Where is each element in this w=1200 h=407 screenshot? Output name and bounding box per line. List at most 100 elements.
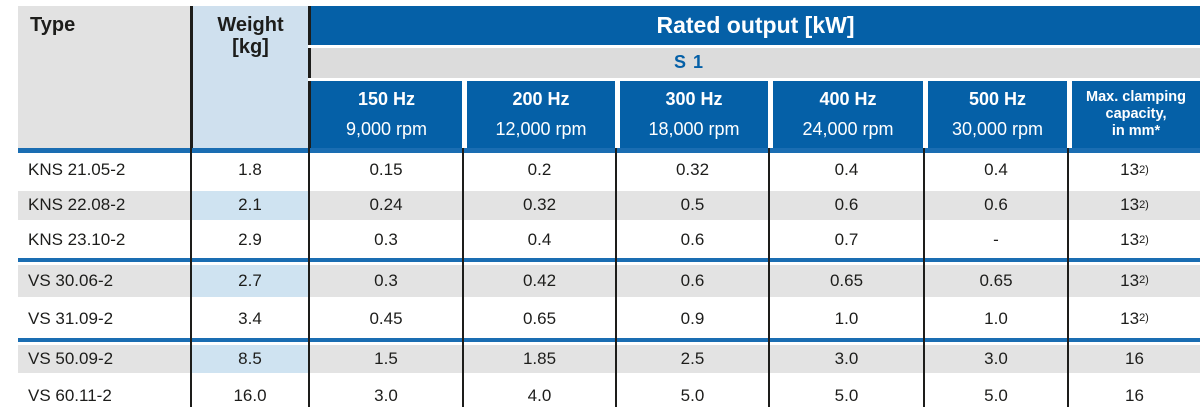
group-divider: [615, 148, 768, 153]
output-cell: 0.65: [923, 262, 1067, 300]
freq-header-200hz: 200 Hz 12,000 rpm: [462, 81, 615, 148]
weight-cell: 3.4: [190, 300, 308, 338]
group-divider: [190, 258, 308, 262]
output-cell: 3.0: [308, 376, 462, 407]
group-divider: [308, 338, 462, 342]
group-divider: [768, 338, 923, 342]
weight-cell: 16.0: [190, 376, 308, 407]
output-cell: 0.15: [308, 153, 462, 188]
output-cell: 0.7: [768, 223, 923, 258]
type-cell: VS 60.11-2: [28, 385, 112, 405]
group-divider: [1067, 338, 1200, 342]
group-divider: [308, 148, 462, 153]
output-cell: 3.0: [923, 342, 1067, 376]
output-cell: 1.0: [923, 300, 1067, 338]
output-cell: 0.6: [768, 188, 923, 223]
output-cell: 0.6: [615, 223, 768, 258]
clamping-header-line1: Max. clamping: [1086, 89, 1186, 105]
clamping-cell: 13 2): [1067, 300, 1200, 338]
rated-output-header: Rated output [kW]: [308, 6, 1200, 45]
rpm-label: 9,000 rpm: [345, 119, 428, 140]
freq-label: 400 Hz: [819, 89, 877, 109]
group-divider: [1067, 148, 1200, 153]
freq-header-150hz: 150 Hz 9,000 rpm: [308, 81, 462, 148]
rpm-label: 24,000 rpm: [802, 119, 894, 140]
output-cell: 5.0: [615, 376, 768, 407]
output-cell: 0.4: [462, 223, 615, 258]
output-cell: 5.0: [768, 376, 923, 407]
output-cell: 1.0: [768, 300, 923, 338]
output-cell: 0.24: [308, 188, 462, 223]
weight-cell: 2.7: [190, 262, 308, 300]
output-cell: 0.32: [462, 188, 615, 223]
weight-cell: 2.9: [190, 223, 308, 258]
output-cell: 0.4: [923, 153, 1067, 188]
type-column-header: Type: [18, 6, 190, 148]
rpm-label: 30,000 rpm: [951, 119, 1044, 140]
group-divider: [190, 338, 308, 342]
output-cell: 0.3: [308, 223, 462, 258]
output-cell: 0.32: [615, 153, 768, 188]
output-cell: 1.85: [462, 342, 615, 376]
weight-column-header: Weight [kg]: [190, 6, 308, 148]
output-cell: 2.5: [615, 342, 768, 376]
freq-header-400hz: 400 Hz 24,000 rpm: [768, 81, 923, 148]
weight-cell: 1.8: [190, 153, 308, 188]
type-cell: KNS 22.08-2: [18, 188, 190, 223]
output-cell: 0.6: [615, 262, 768, 300]
weight-header-line1: Weight: [217, 14, 284, 36]
type-cell: VS 30.06-2: [18, 262, 190, 300]
output-cell: 4.0: [462, 376, 615, 407]
clamping-cell: 16: [1067, 376, 1200, 407]
clamping-cell: 13 2): [1067, 153, 1200, 188]
group-divider: [768, 148, 923, 153]
output-cell: 0.65: [462, 300, 615, 338]
clamping-header-line2: capacity,: [1105, 106, 1167, 122]
type-cell: KNS 23.10-2: [28, 230, 126, 250]
output-cell: 0.3: [308, 262, 462, 300]
duty-cycle-header-extension: [1067, 48, 1200, 78]
group-divider: [768, 258, 923, 262]
clamping-cell: 13 2): [1067, 188, 1200, 223]
clamping-cell: 13 2): [1067, 262, 1200, 300]
group-divider: [923, 258, 1067, 262]
freq-label: 500 Hz: [968, 89, 1027, 109]
group-divider: [18, 148, 190, 153]
group-divider: [462, 338, 615, 342]
group-divider: [462, 148, 615, 153]
output-cell: 5.0: [923, 376, 1067, 407]
rpm-label: 18,000 rpm: [648, 119, 740, 140]
group-divider: [615, 258, 768, 262]
max-clamping-header: Max. clamping capacity, in mm*: [1067, 81, 1200, 148]
output-cell: 0.6: [923, 188, 1067, 223]
group-divider: [615, 338, 768, 342]
output-cell: 0.45: [308, 300, 462, 338]
freq-header-300hz: 300 Hz 18,000 rpm: [615, 81, 768, 148]
type-cell: VS 50.09-2: [18, 342, 190, 376]
group-divider: [308, 258, 462, 262]
freq-header-500hz: 500 Hz 30,000 rpm: [923, 81, 1067, 148]
group-divider: [1067, 258, 1200, 262]
output-cell: 0.65: [768, 262, 923, 300]
output-cell: 0.5: [615, 188, 768, 223]
output-cell: 0.42: [462, 262, 615, 300]
group-divider: [190, 148, 308, 153]
output-cell: 3.0: [768, 342, 923, 376]
freq-label: 150 Hz: [357, 89, 416, 109]
weight-cell: 2.1: [190, 188, 308, 223]
weight-cell: 8.5: [190, 342, 308, 376]
clamping-header-line3: in mm*: [1111, 123, 1161, 139]
clamping-cell: 13 2): [1067, 223, 1200, 258]
output-cell: 0.9: [615, 300, 768, 338]
output-cell: 0.2: [462, 153, 615, 188]
weight-header-line2: [kg]: [232, 36, 269, 58]
group-divider: [923, 338, 1067, 342]
group-divider: [18, 258, 190, 262]
group-divider: [923, 148, 1067, 153]
output-cell: -: [923, 223, 1067, 258]
output-cell: 1.5: [308, 342, 462, 376]
group-divider: [462, 258, 615, 262]
output-cell: 0.4: [768, 153, 923, 188]
freq-label: 300 Hz: [665, 89, 723, 109]
